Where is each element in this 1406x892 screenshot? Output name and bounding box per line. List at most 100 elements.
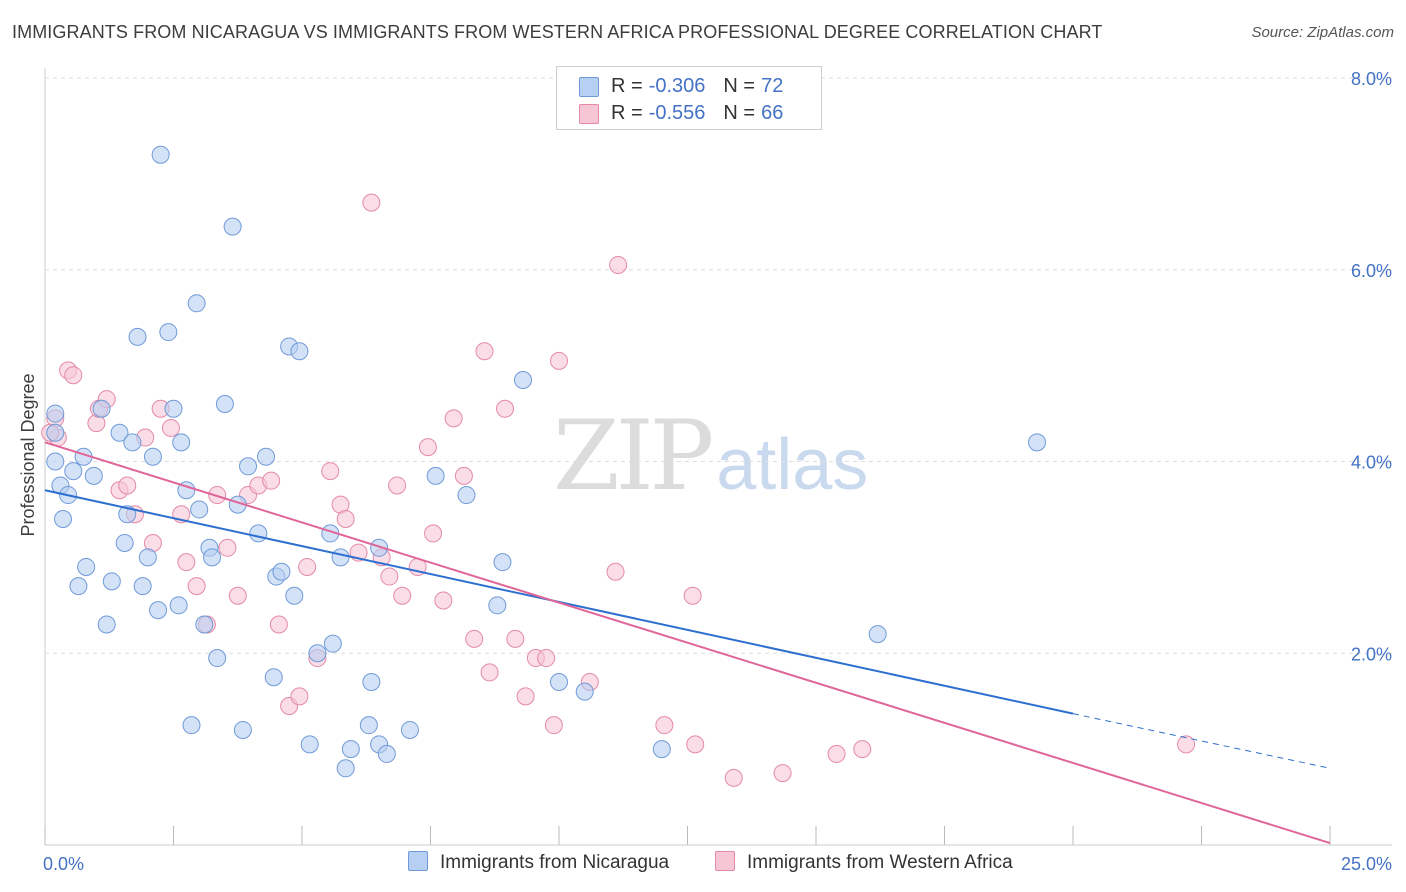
legend-swatch-western-africa	[579, 103, 599, 124]
x-tick-label: 0.0%	[43, 854, 84, 874]
nicaragua-point	[239, 457, 258, 476]
legend-swatch-western-africa	[715, 850, 735, 871]
western-africa-point	[506, 629, 525, 648]
nicaragua-point	[92, 399, 111, 418]
tick-labels: 2.0% 4.0% 6.0% 8.0% 0.0% 25.0%	[43, 69, 1392, 874]
nicaragua-point	[400, 720, 419, 739]
western-africa-point	[444, 409, 463, 428]
nicaragua-point	[426, 466, 445, 485]
western-africa-point	[609, 255, 628, 274]
nicaragua-point	[182, 716, 201, 735]
western-africa-point	[434, 591, 453, 610]
legend-swatch-nicaragua	[408, 850, 428, 871]
nicaragua-point	[493, 553, 512, 572]
western-africa-point	[424, 524, 443, 543]
nicaragua-point	[53, 510, 72, 529]
nicaragua-point	[488, 596, 507, 615]
legend-row-western-africa: R = -0.556 N = 66	[579, 102, 783, 126]
legend-n-value: 66	[761, 102, 784, 124]
western-africa-point	[683, 586, 702, 605]
legend-n-label: N =	[723, 102, 756, 124]
nicaragua-point	[149, 601, 168, 620]
western-africa-trend-line	[44, 441, 1331, 845]
legend-swatch-nicaragua	[579, 76, 599, 97]
western-africa-point	[362, 193, 381, 212]
nicaragua-point	[123, 433, 142, 452]
nicaragua-point	[377, 744, 396, 763]
nicaragua-point	[272, 562, 291, 581]
nicaragua-point	[652, 740, 671, 759]
x-tick-label: 25.0%	[1341, 854, 1392, 874]
western-africa-point	[496, 399, 515, 418]
nicaragua-point	[514, 371, 533, 390]
watermark-atlas: atlas	[716, 425, 869, 505]
nicaragua-point	[110, 423, 129, 442]
nicaragua-point	[370, 538, 389, 557]
western-africa-point	[269, 615, 288, 634]
nicaragua-point	[550, 673, 568, 692]
nicaragua-point	[115, 533, 134, 552]
nicaragua-point	[172, 433, 191, 452]
western-africa-point	[393, 586, 412, 605]
nicaragua-point	[133, 577, 152, 596]
western-africa-point	[64, 366, 83, 385]
nicaragua-point	[285, 586, 304, 605]
western-africa-point	[218, 538, 237, 557]
western-africa-point	[516, 687, 535, 706]
western-africa-point	[161, 418, 180, 437]
nicaragua-point	[215, 394, 234, 413]
nicaragua-point	[190, 500, 209, 519]
legend-item-western-africa[interactable]: Immigrants from Western Africa	[715, 850, 1013, 874]
legend-item-nicaragua[interactable]: Immigrants from Nicaragua	[408, 850, 670, 874]
nicaragua-point	[164, 399, 183, 418]
nicaragua-point	[362, 673, 381, 692]
source-label: Source: ZipAtlas.com	[1251, 24, 1394, 41]
western-africa-point	[465, 629, 484, 648]
nicaragua-point	[151, 145, 170, 164]
trend-lines	[44, 441, 1331, 845]
nicaragua-point	[868, 625, 887, 644]
western-africa-point	[380, 567, 399, 586]
western-africa-point	[336, 510, 355, 529]
nicaragua-point	[341, 740, 360, 759]
nicaragua-point	[46, 423, 65, 442]
nicaragua-point	[457, 486, 476, 505]
western-africa-point	[686, 735, 705, 754]
nicaragua-point	[77, 557, 96, 576]
western-africa-point	[724, 768, 743, 787]
western-africa-point	[454, 466, 473, 485]
nicaragua-point	[300, 735, 319, 754]
watermark-zip: ZIP	[553, 400, 714, 512]
western-africa-point	[418, 438, 437, 457]
legend-label-nicaragua: Immigrants from Nicaragua	[440, 852, 670, 873]
series-legend: Immigrants from Nicaragua Immigrants fro…	[0, 850, 1406, 878]
western-africa-point	[262, 471, 281, 490]
nicaragua-point	[143, 447, 162, 466]
western-africa-point	[388, 476, 407, 495]
western-africa-point	[480, 663, 499, 682]
western-africa-point	[187, 577, 206, 596]
nicaragua-point	[290, 342, 309, 361]
zipatlas-watermark: ZIPatlas	[553, 400, 868, 512]
nicaragua-point	[1028, 433, 1047, 452]
y-tick-label: 6.0%	[1351, 261, 1392, 281]
nicaragua-point	[64, 462, 83, 481]
nicaragua-point	[128, 327, 147, 346]
legend-n-value: 72	[761, 75, 784, 97]
nicaragua-point	[169, 596, 188, 615]
axes	[44, 68, 1392, 846]
western-africa-point	[1177, 735, 1196, 754]
nicaragua-point	[69, 577, 88, 596]
nicaragua-point	[138, 548, 157, 567]
nicaragua-point	[208, 649, 227, 668]
nicaragua-point	[359, 716, 378, 735]
nicaragua-point	[46, 452, 65, 471]
western-africa-point	[118, 476, 137, 495]
nicaragua-point	[233, 720, 252, 739]
legend-n-label: N =	[723, 75, 756, 97]
western-africa-point	[853, 740, 872, 759]
nicaragua-point	[102, 572, 121, 591]
western-africa-point	[298, 557, 317, 576]
nicaragua-trend-extension	[1072, 713, 1331, 769]
